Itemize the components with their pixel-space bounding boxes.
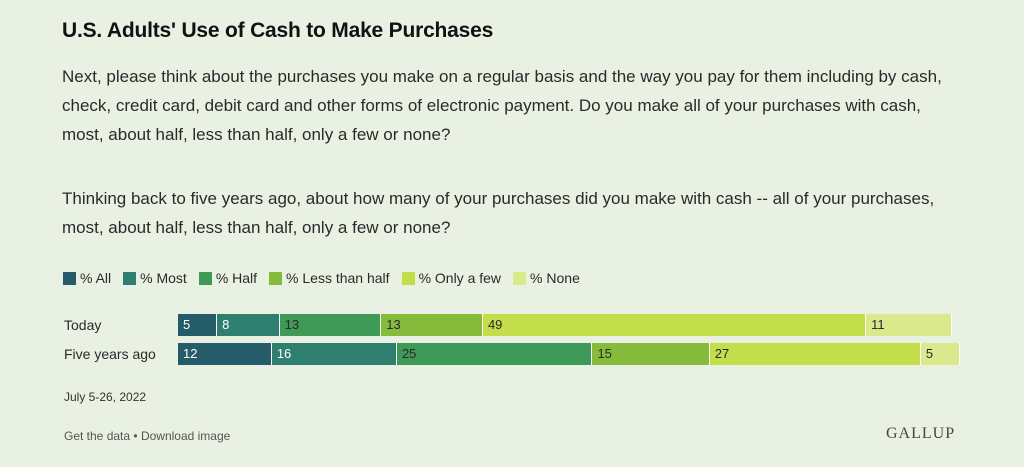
question-text-current: Next, please think about the purchases y…: [62, 67, 942, 144]
row-label: Today: [64, 317, 102, 333]
get-data-link[interactable]: Get the data: [64, 429, 131, 443]
bar-segment: 11: [866, 314, 953, 336]
legend-swatch: [123, 271, 137, 285]
download-image-link[interactable]: Download image: [140, 429, 231, 443]
bar-segment: 5: [920, 343, 960, 365]
bar-segment: 25: [396, 343, 593, 365]
bar-segment: 49: [482, 314, 867, 336]
stacked-bar: 5 8 13 13 49 11: [178, 314, 953, 336]
legend-item: % Only a few: [401, 270, 502, 286]
legend-label: % All: [80, 270, 112, 286]
legend-label: % Only a few: [418, 270, 502, 286]
bar-segment: 15: [592, 343, 710, 365]
gallup-logo: GALLUP: [886, 425, 956, 442]
legend-item: % All: [63, 270, 111, 286]
legend-swatch: [198, 271, 212, 285]
legend-item: % Less than half: [269, 270, 390, 286]
bar-segment: 13: [381, 314, 483, 336]
question-text-five-years-ago: Thinking back to five years ago, about h…: [62, 189, 935, 237]
footer-separator: •: [133, 429, 138, 443]
bar-segment: 27: [709, 343, 921, 365]
legend-item: % Most: [123, 270, 187, 286]
chart-legend: % All % Most % Half % Less than half % Only …: [63, 270, 580, 286]
bar-segment: 16: [271, 343, 397, 365]
legend-swatch: [401, 271, 415, 285]
legend-swatch: [513, 271, 527, 285]
legend-label: % Most: [140, 270, 187, 286]
bar-segment: 13: [279, 314, 382, 336]
legend-label: % Less than half: [286, 270, 390, 286]
chart-title: U.S. Adults' Use of Cash to Make Purchas…: [62, 19, 494, 42]
row-label: Five years ago: [64, 346, 156, 362]
legend-swatch: [63, 271, 76, 285]
bar-segment: 8: [217, 314, 280, 336]
bar-segment: 12: [178, 343, 272, 365]
survey-date: July 5-26, 2022: [64, 390, 147, 404]
legend-item: % Half: [198, 270, 258, 286]
stacked-bar: 12 16 25 15 27 5: [178, 343, 960, 365]
legend-label: % Half: [215, 270, 258, 286]
bar-segment: 5: [178, 314, 218, 336]
legend-swatch: [269, 271, 283, 285]
footer-links: Get the data • Download image: [64, 429, 230, 443]
legend-label: % None: [530, 270, 580, 286]
legend-item: % None: [513, 270, 580, 286]
